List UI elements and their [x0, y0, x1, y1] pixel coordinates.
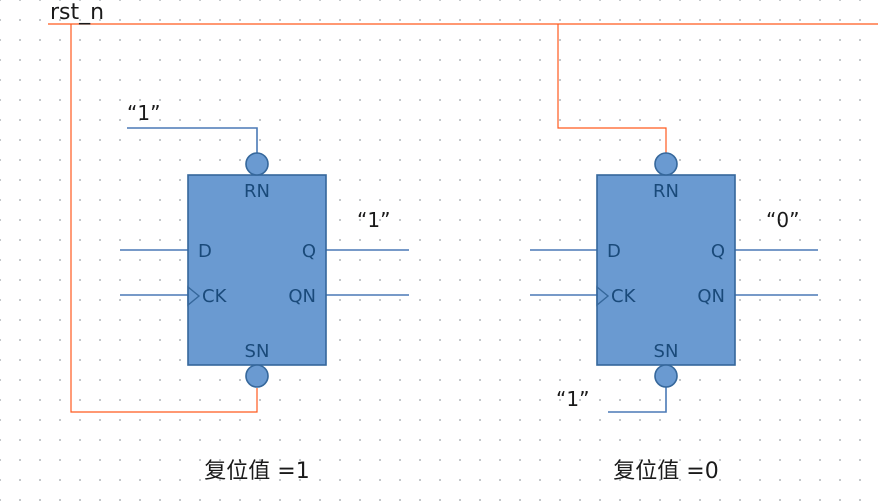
pin-label-rn: RN: [653, 181, 679, 202]
bubble-icon: [655, 153, 677, 175]
flipflop-left: RN SN D CK Q QN: [188, 175, 326, 365]
pin-label-sn: SN: [654, 341, 679, 362]
bubble-icon: [655, 365, 677, 387]
pin-label-qn: QN: [697, 286, 725, 307]
pin-label-q: Q: [711, 241, 725, 262]
pin-label-ck: CK: [611, 286, 637, 307]
pin-label-d: D: [607, 241, 621, 262]
canvas-background: [0, 0, 878, 502]
caption-left: 复位值 =1: [204, 459, 309, 484]
label-left-q-value: “1”: [357, 208, 390, 232]
label-right-sn-tie: “1”: [556, 387, 589, 411]
caption-right: 复位值 =0: [613, 459, 718, 484]
pin-label-q: Q: [302, 241, 316, 262]
pin-label-qn: QN: [288, 286, 316, 307]
flipflop-right: RN SN D CK Q QN: [597, 175, 735, 365]
pin-label-ck: CK: [202, 286, 228, 307]
bubble-icon: [246, 365, 268, 387]
label-left-rn-tie: “1”: [127, 101, 160, 125]
label-right-q-value: “0”: [766, 208, 799, 232]
pin-label-rn: RN: [244, 181, 270, 202]
pin-label-d: D: [198, 241, 212, 262]
bubble-icon: [246, 153, 268, 175]
label-rst-n: rst_n: [50, 0, 104, 25]
pin-label-sn: SN: [245, 341, 270, 362]
